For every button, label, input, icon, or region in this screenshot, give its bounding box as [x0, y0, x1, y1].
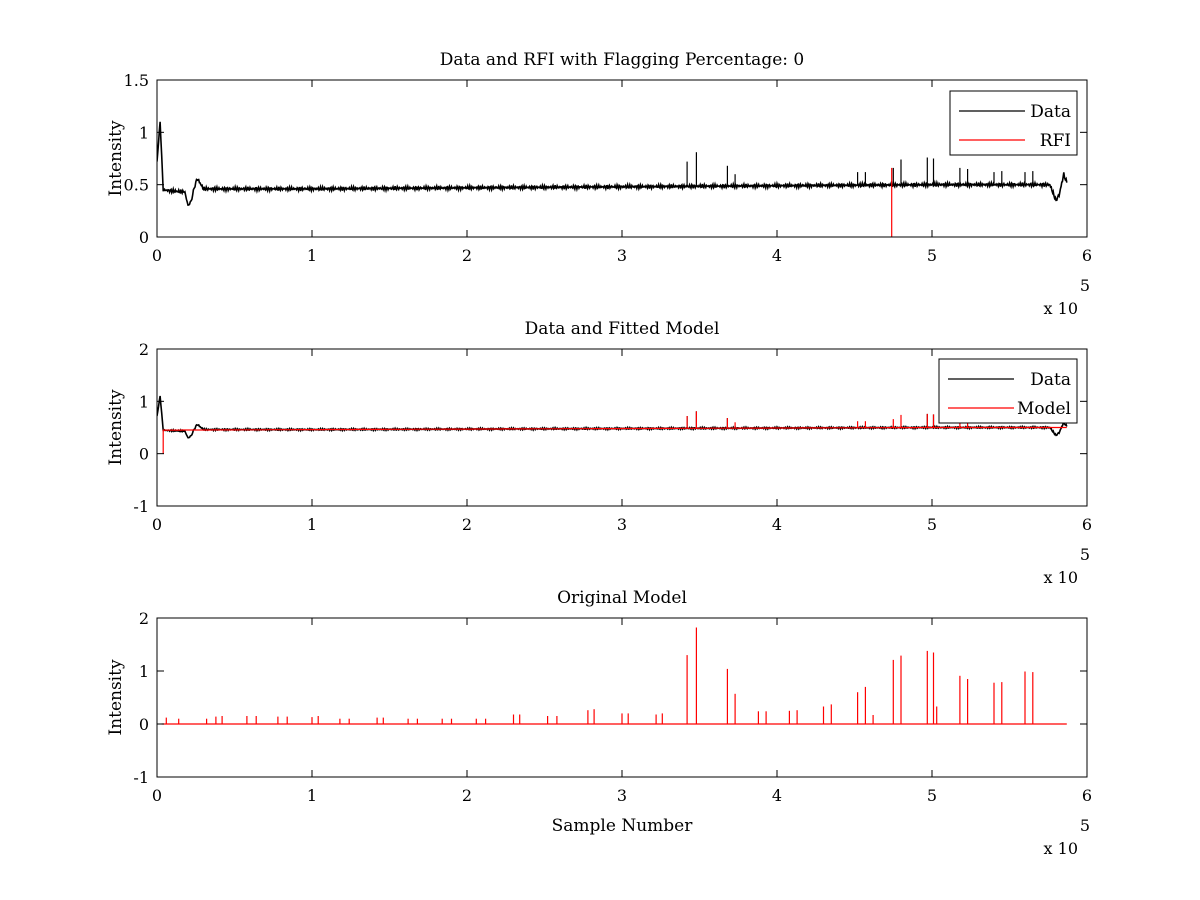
y-tick-label: 2 [139, 340, 149, 359]
x-multiplier-exponent: 5 [1080, 276, 1090, 295]
legend-box [938, 358, 1078, 424]
y-tick-label: 1 [139, 123, 149, 142]
chart-title: Original Model [557, 588, 687, 608]
y-tick-label: 2 [139, 609, 149, 628]
x-tick-label: 3 [617, 786, 627, 805]
x-tick-label: 0 [152, 246, 162, 265]
x-tick-label: 4 [772, 786, 782, 805]
legend-box [949, 90, 1078, 156]
y-tick-label: -1 [133, 768, 149, 787]
y-tick-label: 1 [139, 392, 149, 411]
y-axis-label: Intensity [106, 120, 126, 196]
plot-data [157, 121, 1068, 237]
series-line [162, 426, 1067, 454]
x-tick-label: 0 [152, 786, 162, 805]
x-multiplier-exponent: 5 [1080, 816, 1090, 835]
legend-label-data: Data [1030, 370, 1071, 390]
y-tick-label: 0 [139, 445, 149, 464]
x-axis-label: Sample Number [552, 816, 694, 836]
chart-title: Data and Fitted Model [525, 319, 720, 339]
x-tick-label: 6 [1082, 786, 1092, 805]
y-tick-label: 1 [139, 662, 149, 681]
chart-title: Data and RFI with Flagging Percentage: 0 [440, 50, 804, 70]
plot-area [157, 80, 1087, 237]
x-tick-label: 2 [462, 515, 472, 534]
x-tick-label: 3 [617, 246, 627, 265]
x-tick-label: 4 [772, 246, 782, 265]
x-tick-label: 1 [307, 786, 317, 805]
legend-label-model: Model [1017, 399, 1071, 419]
x-multiplier-base: x 10 [1044, 568, 1078, 587]
y-axis-label: Intensity [106, 389, 126, 465]
legend: Data Model [938, 358, 1078, 424]
x-tick-label: 6 [1082, 515, 1092, 534]
x-tick-label: 0 [152, 515, 162, 534]
x-tick-label: 5 [927, 515, 937, 534]
x-multiplier-exponent: 5 [1080, 545, 1090, 564]
y-tick-label: 0.5 [124, 176, 149, 195]
x-tick-label: 6 [1082, 246, 1092, 265]
x-tick-label: 2 [462, 246, 472, 265]
series-1-data [157, 121, 1068, 206]
y-tick-label: 1.5 [124, 71, 149, 90]
x-tick-label: 1 [307, 246, 317, 265]
x-tick-label: 1 [307, 515, 317, 534]
y-tick-label: 0 [139, 228, 149, 247]
series-1-model [161, 627, 1067, 725]
y-axis-label: Intensity [106, 659, 126, 735]
x-tick-label: 2 [462, 786, 472, 805]
legend: Data RFI [949, 90, 1078, 156]
chart-panel-1: 0 1 2 3 4 5 6 0 0.5 1 1.5 Data and RFI with Flaggin… [106, 50, 1092, 318]
x-tick-label: 5 [927, 246, 937, 265]
x-multiplier-base: x 10 [1044, 299, 1078, 318]
legend-label-data: Data [1030, 102, 1071, 122]
plot-data [161, 627, 1067, 725]
plot-area [157, 618, 1087, 777]
x-tick-label: 4 [772, 515, 782, 534]
x-tick-label: 3 [617, 515, 627, 534]
x-tick-label: 5 [927, 786, 937, 805]
series-2-model [162, 411, 1067, 454]
y-tick-label: 0 [139, 715, 149, 734]
y-tick-label: -1 [133, 497, 149, 516]
series-line [157, 121, 1068, 206]
plot-data [157, 395, 1068, 454]
legend-label-rfi: RFI [1040, 131, 1071, 151]
x-multiplier-base: x 10 [1044, 839, 1078, 858]
